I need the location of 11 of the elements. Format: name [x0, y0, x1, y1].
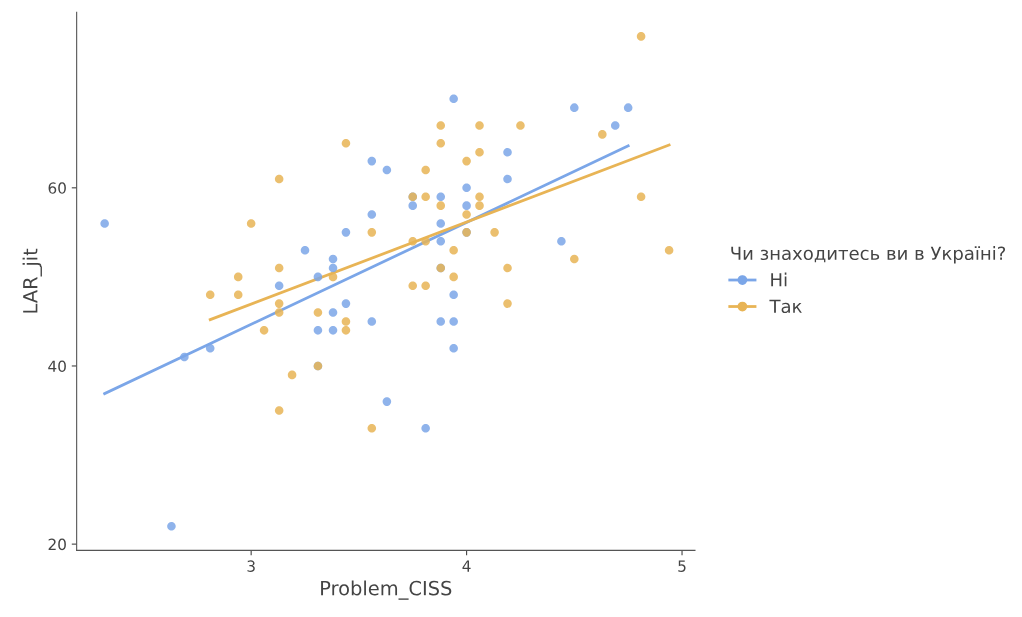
- y-tick-label: 20: [48, 538, 66, 551]
- y-tick-label: 40: [48, 360, 66, 372]
- legend-title: Чи знаходитесь ви в Україні?: [731, 246, 1006, 264]
- legend-label: Так: [769, 299, 802, 314]
- y-axis-title: LAR_jit: [22, 248, 42, 313]
- y-tick-label: 60: [48, 182, 66, 194]
- x-tick-label: 5: [678, 560, 686, 572]
- x-tick-label: 4: [462, 560, 471, 572]
- legend-label: Ні: [771, 272, 787, 287]
- x-tick-label: 3: [247, 560, 255, 572]
- x-axis-title: Problem_CISS: [321, 580, 452, 600]
